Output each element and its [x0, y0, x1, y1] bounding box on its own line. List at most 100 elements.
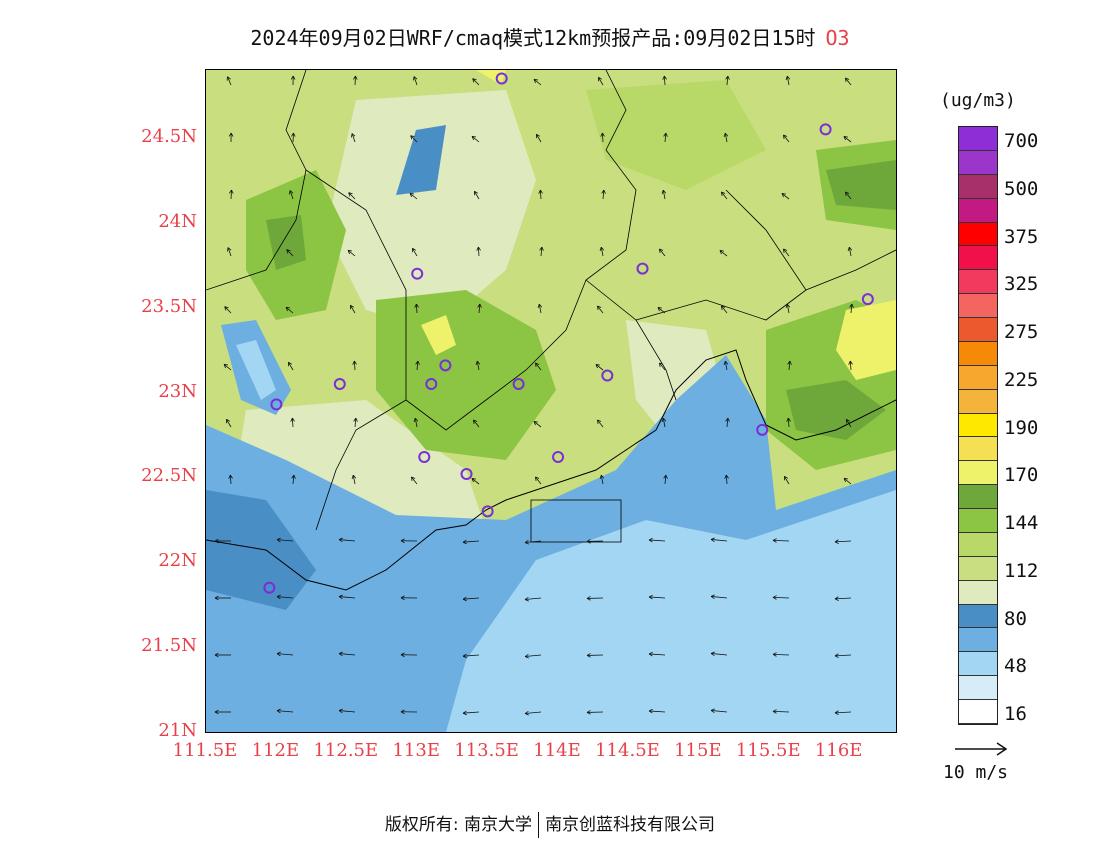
copyright-footer: 版权所有: 南京大学 南京创蓝科技有限公司 [0, 810, 1100, 838]
wind-vector [226, 76, 232, 86]
wind-vector [287, 361, 294, 371]
monitoring-station-marker[interactable] [819, 123, 832, 136]
legend-swatch [959, 246, 997, 271]
wind-vector [648, 537, 666, 543]
o3-concentration-map[interactable] [205, 69, 897, 733]
wind-vector [411, 247, 418, 257]
monitoring-station-marker[interactable] [333, 378, 346, 391]
wind-vector [475, 360, 481, 371]
wind-vector [772, 538, 790, 543]
wind-vector [724, 474, 729, 485]
legend-label: 170 [1004, 464, 1039, 487]
wind-vector [843, 477, 852, 485]
wind-vector [535, 476, 542, 485]
legend-swatch [959, 222, 997, 247]
wind-vector [597, 419, 604, 428]
wind-vector [462, 596, 480, 602]
wind-vector [214, 652, 231, 658]
monitoring-station-marker[interactable] [552, 451, 565, 464]
wind-vector [476, 246, 481, 257]
wind-vector [539, 246, 544, 257]
monitoring-station-marker[interactable] [512, 378, 525, 391]
wind-vector [472, 78, 480, 86]
wind-vector [847, 246, 853, 257]
wind-vector [290, 417, 295, 428]
wind-vector [597, 305, 604, 314]
monitoring-station-marker[interactable] [481, 505, 494, 518]
wind-vector [648, 594, 666, 600]
wind-vector [228, 474, 233, 485]
legend-label: 112 [1004, 559, 1039, 582]
legend-swatch [959, 580, 997, 605]
monitoring-station-marker[interactable] [263, 581, 276, 594]
mid-o3-zone-central [376, 290, 556, 460]
wind-vector [783, 248, 790, 257]
monitoring-station-marker[interactable] [425, 378, 438, 391]
wind-vector [600, 132, 605, 143]
wind-vector [224, 306, 232, 314]
lon-tick-label: 114.5E [595, 740, 660, 761]
wind-vector [471, 135, 480, 143]
legend-label: 275 [1004, 321, 1039, 344]
wind-vector [662, 75, 667, 86]
legend-swatch [959, 532, 997, 557]
region-box [530, 499, 622, 543]
legend-label: 144 [1004, 512, 1039, 535]
wind-vector [291, 132, 296, 143]
wind-vector [710, 708, 728, 714]
wind-vector [586, 653, 604, 658]
monitoring-station-marker[interactable] [756, 423, 769, 436]
monitoring-station-marker[interactable] [411, 267, 424, 280]
wind-vector [286, 249, 294, 257]
map-title: 2024年09月02日WRF/cmaq模式12km预报产品:09月02日15时 O… [0, 22, 1100, 51]
lon-tick-label: 114E [533, 740, 581, 761]
wind-vector [845, 191, 852, 200]
wind-vector [601, 189, 606, 200]
lat-tick-label: 21N [158, 720, 197, 741]
monitoring-station-marker[interactable] [601, 369, 614, 382]
wind-vector [848, 360, 853, 371]
legend-swatch [959, 437, 997, 462]
legend-swatch [959, 413, 997, 438]
wind-vector [347, 249, 356, 257]
wind-vector [214, 709, 231, 715]
monitoring-station-marker[interactable] [861, 293, 874, 306]
wind-vector [845, 418, 852, 428]
monitoring-station-marker[interactable] [495, 72, 508, 85]
wind-vector [533, 78, 542, 86]
monitoring-station-marker[interactable] [460, 467, 473, 480]
wind-vector [349, 304, 356, 314]
wind-vector [414, 303, 419, 314]
wind-scale-label: 10 m/s [943, 762, 1009, 783]
wind-vector [289, 190, 294, 200]
wind-vector [772, 595, 790, 600]
legend-swatch [959, 509, 997, 533]
wind-vector [477, 303, 482, 314]
wind-vector [227, 247, 232, 257]
wind-vector [721, 305, 728, 314]
wind-vector [291, 474, 296, 485]
wind-vector [599, 246, 605, 257]
wind-vector [586, 539, 604, 544]
wind-vector [538, 189, 543, 200]
wind-vector [400, 709, 418, 715]
monitoring-station-marker[interactable] [439, 359, 452, 372]
wind-vector [843, 136, 852, 143]
legend-swatch [959, 318, 997, 342]
admin-boundary [206, 70, 896, 531]
legend-swatch [959, 700, 997, 724]
lat-tick-label: 23N [158, 380, 197, 402]
wind-vector [276, 651, 294, 657]
lat-tick-label: 23.5N [141, 295, 197, 317]
wind-vector [338, 651, 356, 657]
wind-vector [657, 307, 666, 314]
monitoring-station-marker[interactable] [418, 451, 431, 464]
wind-vector [524, 710, 542, 716]
wind-vector [537, 303, 543, 314]
wind-vector [834, 710, 852, 715]
legend-swatch [959, 389, 997, 414]
wind-vector [648, 651, 666, 657]
monitoring-station-marker[interactable] [636, 262, 649, 275]
legend-label: 500 [1004, 177, 1039, 200]
monitoring-station-marker[interactable] [270, 398, 283, 411]
